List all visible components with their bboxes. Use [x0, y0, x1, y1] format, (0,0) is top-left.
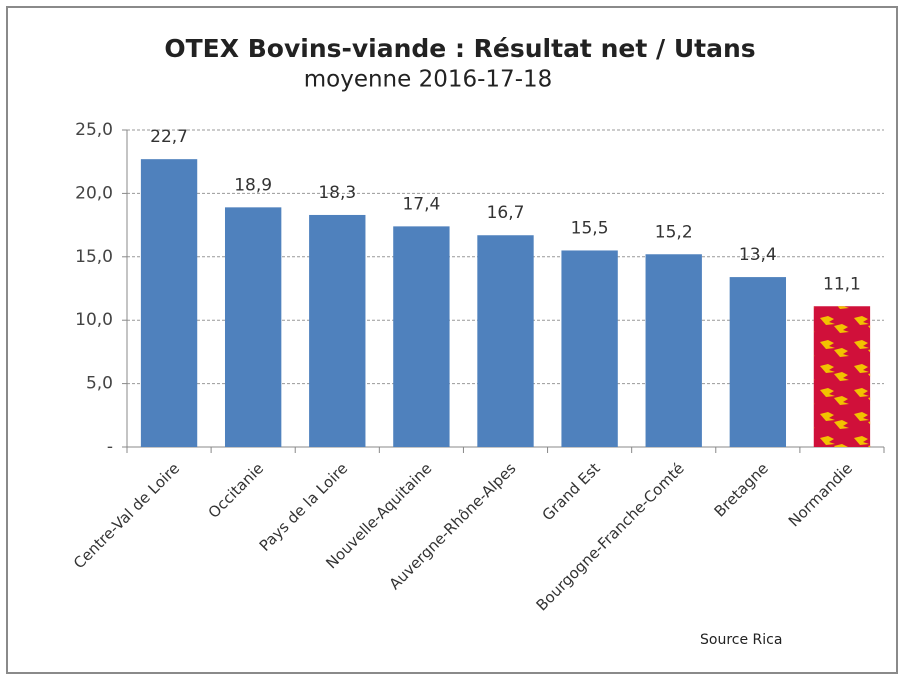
value-label: 18,9: [234, 175, 272, 195]
bar: [393, 226, 450, 447]
flag-pattern: [813, 306, 871, 447]
y-tick-label: -: [107, 437, 113, 457]
y-tick-label: 5,0: [86, 374, 113, 394]
bar: [561, 250, 618, 447]
bar: [477, 235, 534, 447]
bar: [140, 159, 198, 447]
y-tick-label: 25,0: [75, 120, 113, 140]
bar: [645, 254, 702, 447]
bar: [224, 207, 282, 447]
chart-subtitle: moyenne 2016-17-18: [304, 67, 553, 93]
bar: [729, 277, 787, 447]
y-tick-label: 10,0: [75, 310, 113, 330]
value-label: 17,4: [402, 194, 440, 214]
value-label: 15,2: [655, 222, 693, 242]
bar: [309, 214, 366, 447]
chart-title: OTEX Bovins-viande : Résultat net / Utan…: [164, 34, 755, 63]
y-tick-label: 20,0: [75, 183, 113, 203]
value-label: 13,4: [739, 245, 777, 265]
value-label: 22,7: [150, 127, 188, 147]
value-label: 18,3: [318, 183, 356, 203]
value-label: 11,1: [823, 274, 861, 294]
source: Source Rica: [700, 632, 782, 648]
value-label: 16,7: [487, 203, 525, 223]
y-tick-label: 15,0: [75, 247, 113, 267]
value-label: 15,5: [571, 218, 609, 238]
